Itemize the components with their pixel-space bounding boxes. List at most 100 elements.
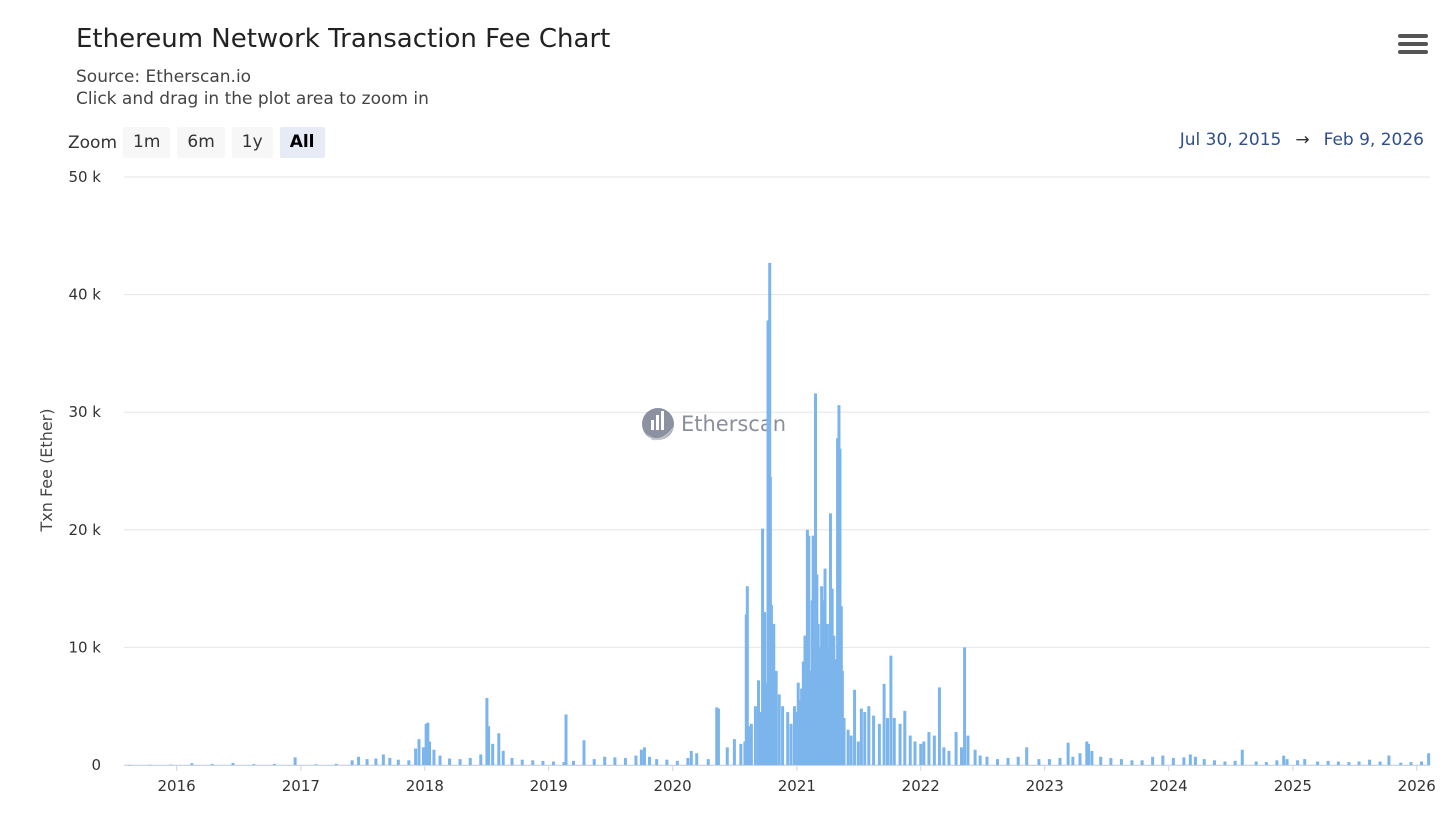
fee-bar bbox=[807, 535, 811, 765]
fee-bar bbox=[725, 747, 729, 765]
range-arrow: → bbox=[1295, 130, 1310, 150]
fee-bar bbox=[458, 759, 462, 765]
fee-bar bbox=[739, 743, 743, 765]
zoom-6m-button[interactable]: 6m bbox=[177, 127, 225, 158]
fee-bar bbox=[1212, 760, 1216, 765]
fee-bar bbox=[1275, 760, 1279, 765]
fee-bar bbox=[1099, 756, 1103, 765]
menu-bar bbox=[1398, 34, 1428, 38]
fee-bar bbox=[381, 754, 385, 765]
zoom-1m-button[interactable]: 1m bbox=[123, 127, 171, 158]
fee-bar bbox=[448, 758, 452, 765]
fee-bar bbox=[1006, 757, 1010, 765]
fee-bar bbox=[973, 749, 977, 765]
fee-bar bbox=[551, 761, 555, 765]
fee-bar bbox=[479, 754, 483, 765]
fee-bar bbox=[497, 733, 501, 765]
fee-bar bbox=[889, 655, 893, 765]
fee-bar bbox=[913, 741, 917, 765]
fee-bar bbox=[695, 753, 699, 765]
fee-bar bbox=[190, 763, 194, 765]
zoom-selector: Zoom 1m 6m 1y All bbox=[68, 127, 332, 158]
fee-bar bbox=[357, 756, 361, 765]
fee-bar bbox=[421, 747, 425, 765]
fee-bar bbox=[872, 715, 876, 765]
x-tick-label: 2020 bbox=[654, 777, 692, 795]
fee-bar bbox=[127, 764, 131, 766]
fee-bar bbox=[1296, 760, 1300, 765]
fee-bar bbox=[1357, 761, 1361, 765]
fee-bar bbox=[426, 722, 430, 765]
fee-bar bbox=[350, 760, 354, 765]
fee-bar bbox=[706, 759, 710, 765]
fee-bar bbox=[642, 747, 646, 765]
fee-bar bbox=[1233, 760, 1237, 765]
fee-bar bbox=[1223, 761, 1227, 765]
fee-bar bbox=[148, 764, 152, 766]
x-tick-label: 2024 bbox=[1150, 777, 1188, 795]
fee-bar bbox=[774, 670, 778, 765]
x-tick-label: 2021 bbox=[778, 777, 816, 795]
fee-bar bbox=[314, 764, 318, 765]
fee-bar bbox=[756, 680, 760, 765]
fee-bar bbox=[859, 708, 863, 765]
fee-bar bbox=[689, 750, 693, 765]
fee-bar bbox=[1282, 755, 1286, 765]
fee-bar bbox=[853, 689, 857, 765]
range-start-input[interactable]: Jul 30, 2015 bbox=[1179, 130, 1282, 150]
fee-bar bbox=[655, 759, 659, 765]
fee-bar bbox=[613, 757, 617, 765]
fee-bar bbox=[1151, 756, 1155, 765]
fee-bar bbox=[1066, 742, 1070, 765]
fee-bar bbox=[960, 747, 964, 765]
fee-bar bbox=[985, 756, 989, 765]
x-tick-label: 2026 bbox=[1398, 777, 1436, 795]
fee-bar bbox=[908, 735, 912, 765]
fee-bar bbox=[1188, 754, 1192, 765]
fee-bar bbox=[1254, 761, 1258, 765]
fee-bar bbox=[1078, 753, 1082, 765]
x-tick-label: 2025 bbox=[1274, 777, 1312, 795]
x-axis-labels: 2016 2017 2018 2019 2020 2021 2022 2023 2024 2025… bbox=[158, 765, 1436, 795]
fee-bar bbox=[491, 743, 495, 765]
fee-bar bbox=[834, 659, 838, 765]
fee-bar bbox=[365, 759, 369, 765]
range-end-input[interactable]: Feb 9, 2026 bbox=[1323, 130, 1424, 150]
fee-bar bbox=[417, 739, 421, 765]
chart-title: Ethereum Network Transaction Fee Chart bbox=[76, 24, 611, 54]
fee-bar bbox=[995, 759, 999, 765]
fee-bar bbox=[231, 762, 235, 765]
fee-bar bbox=[830, 588, 834, 765]
fee-bar bbox=[846, 729, 850, 765]
fee-bar bbox=[1109, 757, 1113, 765]
zoom-1y-button[interactable]: 1y bbox=[231, 127, 273, 158]
fee-bar bbox=[396, 759, 400, 765]
fee-bar bbox=[1130, 760, 1134, 765]
fee-bar bbox=[898, 723, 902, 765]
fee-bar bbox=[603, 756, 607, 765]
fee-bar bbox=[374, 758, 378, 765]
fee-bar bbox=[954, 732, 958, 765]
fee-bar bbox=[786, 712, 790, 765]
fee-bar bbox=[1161, 755, 1165, 765]
zoom-all-button[interactable]: All bbox=[279, 127, 325, 158]
fee-bar bbox=[414, 748, 418, 765]
fee-bar bbox=[732, 739, 736, 765]
fee-bar bbox=[947, 750, 951, 765]
fee-bar bbox=[821, 600, 825, 765]
fee-bar bbox=[1202, 759, 1206, 765]
fee-bar bbox=[927, 732, 931, 765]
hamburger-menu-icon[interactable] bbox=[1398, 34, 1428, 60]
x-tick-label: 2017 bbox=[282, 777, 320, 795]
fee-bar bbox=[886, 717, 890, 765]
fee-bar bbox=[796, 682, 800, 765]
y-tick-label: 0 bbox=[91, 756, 101, 774]
fee-bar bbox=[252, 764, 256, 765]
fee-bar bbox=[716, 708, 720, 765]
fee-bar bbox=[169, 764, 173, 766]
fee-bar bbox=[1399, 762, 1403, 765]
fee-bar bbox=[1140, 760, 1144, 765]
fee-bar bbox=[922, 741, 926, 765]
y-axis-title: Txn Fee (Ether) bbox=[37, 409, 56, 533]
